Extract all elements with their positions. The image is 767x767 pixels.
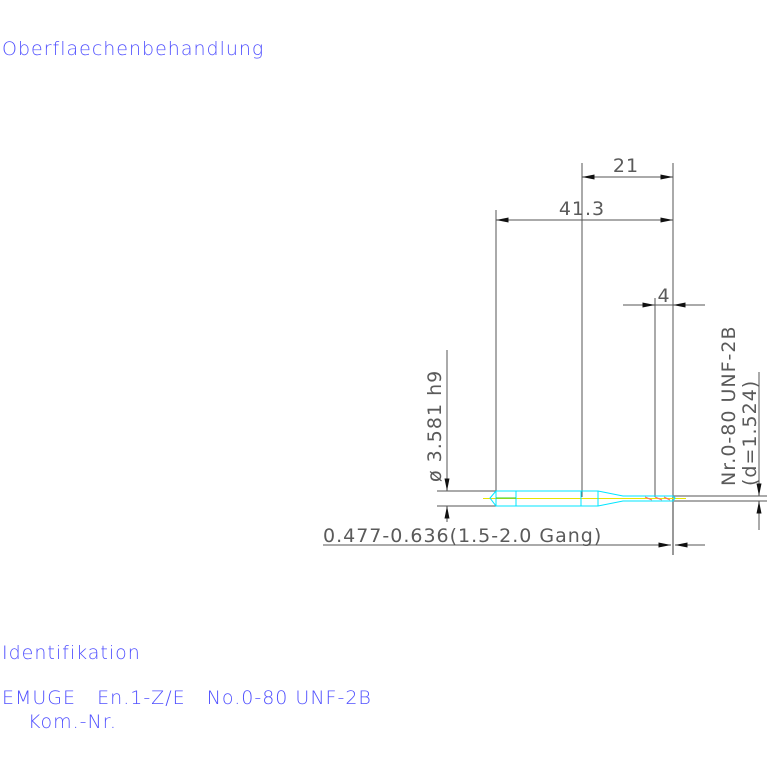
diameter-text: ø 3.581 h9: [424, 370, 446, 482]
dimension-41-3: 41.3: [496, 198, 673, 223]
thread-diameter-text: (d=1.524): [739, 380, 761, 486]
dimension-4-text: 4: [657, 285, 670, 307]
dimension-41-3-text: 41.3: [559, 198, 605, 220]
dimension-thread: Nr.0-80 UNF-2B (d=1.524): [718, 325, 762, 530]
identification-line: EMUGE En.1-Z/E No.0-80 UNF-2B: [2, 687, 372, 709]
dimension-21: 21: [582, 155, 673, 180]
identification-label: Identifikation: [2, 642, 141, 664]
dimension-21-text: 21: [613, 155, 639, 177]
commission-number-label: Kom.-Nr.: [28, 711, 117, 733]
tool-part: [483, 490, 686, 507]
dimension-chamfer: 0.477-0.636(1.5-2.0 Gang): [323, 525, 705, 548]
chamfer-text: 0.477-0.636(1.5-2.0 Gang): [323, 525, 602, 547]
surface-treatment-label: Oberflaechenbehandlung: [2, 38, 264, 60]
dimension-4: 4: [623, 285, 705, 308]
thread-spec-text: Nr.0-80 UNF-2B: [718, 325, 740, 486]
dimension-diameter: ø 3.581 h9: [424, 350, 450, 522]
